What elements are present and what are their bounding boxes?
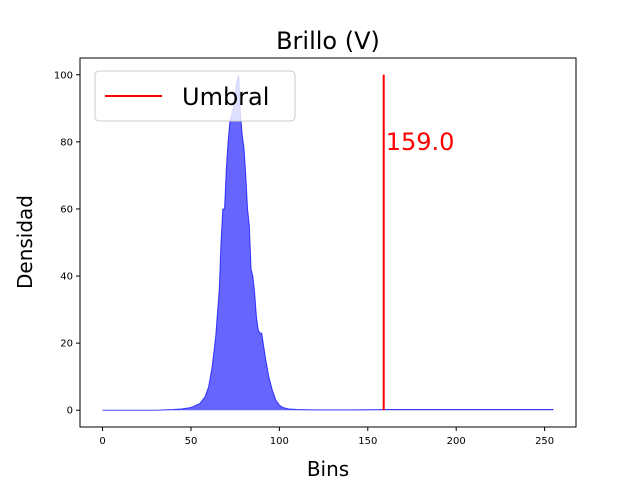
legend-box xyxy=(94,70,296,122)
y-axis-label: Densidad xyxy=(13,195,37,289)
plot-frame xyxy=(79,57,577,428)
y-tick-label: 0 xyxy=(67,406,73,417)
chart-title: Brillo (V) xyxy=(276,27,380,55)
x-tick-label: 250 xyxy=(535,436,554,447)
density-line xyxy=(102,74,554,411)
x-axis: 0 50 100 150 200 250 xyxy=(99,427,554,447)
x-tick-label: 0 xyxy=(99,436,105,447)
legend-label-umbral: Umbral xyxy=(182,83,269,111)
y-tick-label: 60 xyxy=(60,204,73,215)
x-tick-label: 50 xyxy=(185,436,198,447)
plot-content: 159.0 xyxy=(102,74,554,411)
y-tick-label: 100 xyxy=(54,70,73,81)
x-tick-label: 100 xyxy=(270,436,289,447)
x-tick-label: 200 xyxy=(447,436,466,447)
y-tick-label: 80 xyxy=(60,137,73,148)
x-axis-label: Bins xyxy=(307,457,349,480)
x-tick-label: 150 xyxy=(358,436,377,447)
legend: Umbral xyxy=(94,70,296,122)
y-tick-label: 20 xyxy=(60,339,73,350)
y-tick-label: 40 xyxy=(60,272,73,283)
y-axis: 0 20 40 60 80 100 xyxy=(54,70,80,417)
threshold-annotation: 159.0 xyxy=(386,128,455,156)
